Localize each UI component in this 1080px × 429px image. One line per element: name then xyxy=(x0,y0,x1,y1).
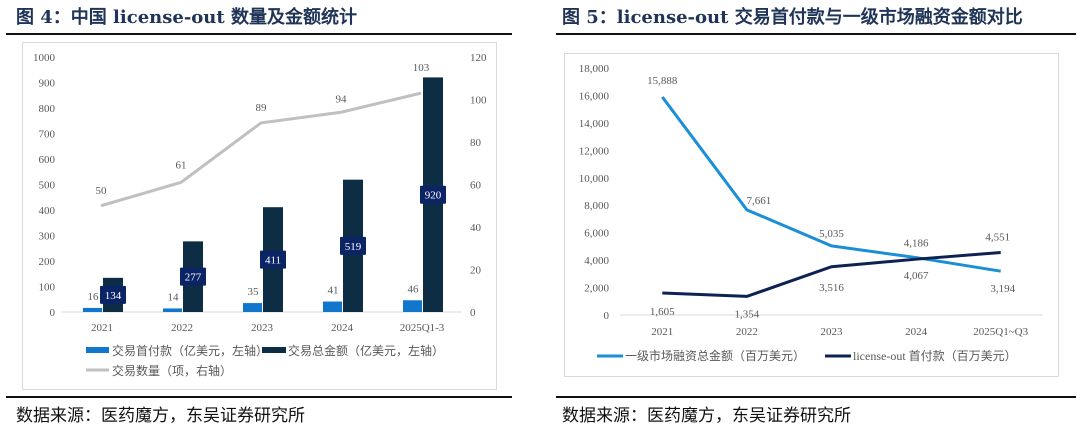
data-label-upfront: 35 xyxy=(248,286,260,298)
x-tick-label: 2024 xyxy=(331,322,354,334)
y-tick-label: 800 xyxy=(39,103,56,115)
data-label-financing: 3,194 xyxy=(990,283,1015,295)
chart-frame-right xyxy=(564,53,1059,377)
y-tick-label: 0 xyxy=(50,307,56,319)
x-tick-label: 2021 xyxy=(651,326,673,338)
source-note-right: 数据来源：医药魔方，东吴证券研究所 xyxy=(562,406,851,426)
y-tick-label: 600 xyxy=(39,154,56,166)
legend-label-financing: 一级市场融资总金额（百万美元） xyxy=(625,348,805,363)
bar-upfront xyxy=(323,301,342,312)
bar-upfront xyxy=(243,303,262,312)
data-label-upfront: 14 xyxy=(168,291,180,303)
data-label-total: 920 xyxy=(425,190,442,202)
data-label-upfront: 46 xyxy=(408,283,420,295)
y-tick-label: 700 xyxy=(39,129,56,141)
x-tick-label: 2025Q1-3 xyxy=(400,322,445,334)
data-label-financing: 7,661 xyxy=(747,195,772,207)
data-label-upfront: 1,354 xyxy=(735,308,760,320)
data-label-upfront: 4,067 xyxy=(904,270,929,282)
data-label-box-total xyxy=(420,185,446,204)
data-label-upfront: 3,516 xyxy=(819,282,844,294)
y-tick-label: 12,000 xyxy=(579,145,610,157)
y-tick-label: 500 xyxy=(39,180,56,192)
data-label-upfront: 16 xyxy=(88,291,100,303)
line-primary-market-financing xyxy=(661,96,1001,273)
y-tick-label: 0 xyxy=(604,310,610,322)
y-tick-label: 200 xyxy=(39,256,56,268)
data-label-upfront: 1,605 xyxy=(650,306,675,318)
y2-tick-label: 60 xyxy=(470,180,482,192)
data-label-box-total xyxy=(340,236,366,255)
data-label-box-total xyxy=(260,250,286,269)
y2-tick-label: 40 xyxy=(470,222,482,234)
data-label-total: 277 xyxy=(185,272,202,284)
bar-upfront xyxy=(83,307,102,312)
figure-4-title: 图 4：中国 license-out 数量及金额统计 xyxy=(16,7,357,28)
data-label-count: 89 xyxy=(256,102,268,114)
y-tick-label: 8,000 xyxy=(584,200,609,212)
x-tick-label: 2023 xyxy=(251,322,274,334)
legend-label-upfront: license-out 首付款（百万美元） xyxy=(853,349,1017,363)
x-tick-label: 2023 xyxy=(821,326,844,338)
y-tick-label: 14,000 xyxy=(579,118,610,130)
figure-5-title: 图 5：license-out 交易首付款与一级市场融资金额对比 xyxy=(562,7,1023,28)
data-label-box-total xyxy=(180,267,206,286)
data-label-upfront: 4,551 xyxy=(985,232,1010,244)
y-tick-label: 1000 xyxy=(33,52,56,64)
data-label-box-total xyxy=(100,285,126,304)
chart-frame-left xyxy=(22,42,497,390)
y2-tick-label: 80 xyxy=(470,137,482,149)
y-tick-label: 4,000 xyxy=(584,255,609,267)
y-tick-label: 300 xyxy=(39,231,56,243)
data-label-total: 519 xyxy=(345,241,362,253)
bar-upfront xyxy=(403,300,422,312)
footer-divider-right xyxy=(556,396,1076,398)
legend-label-total: 交易总金额（亿美元，左轴） xyxy=(288,343,444,358)
y-tick-label: 18,000 xyxy=(579,63,610,75)
y-tick-label: 16,000 xyxy=(579,90,610,102)
y2-tick-label: 100 xyxy=(470,95,487,107)
y-tick-label: 400 xyxy=(39,205,56,217)
data-label-financing: 15,888 xyxy=(647,75,678,87)
x-tick-label: 2022 xyxy=(736,326,758,338)
y-tick-label: 900 xyxy=(39,78,56,90)
source-note-left: 数据来源：医药魔方，东吴证券研究所 xyxy=(16,406,305,426)
data-label-count: 50 xyxy=(96,185,108,197)
line-deal-count xyxy=(100,91,422,208)
y2-tick-label: 0 xyxy=(470,307,476,319)
legend-label-upfront: 交易首付款（亿美元，左轴） xyxy=(112,343,268,358)
x-tick-label: 2025Q1~Q3 xyxy=(973,326,1028,338)
y2-tick-label: 120 xyxy=(470,52,487,64)
data-label-financing: 5,035 xyxy=(819,228,844,240)
title-divider-left xyxy=(6,33,512,35)
footer-divider-left xyxy=(6,396,512,398)
x-tick-label: 2022 xyxy=(171,322,193,334)
bar-upfront xyxy=(163,308,182,312)
data-label-count: 61 xyxy=(176,159,187,171)
y2-tick-label: 20 xyxy=(470,265,482,277)
y-tick-label: 100 xyxy=(39,282,56,294)
legend-swatch-total xyxy=(262,347,286,353)
data-label-financing: 4,186 xyxy=(904,238,929,250)
legend-label-count: 交易数量（项，右轴） xyxy=(112,363,232,378)
y-tick-label: 10,000 xyxy=(579,173,610,185)
line-license-out-upfront xyxy=(662,251,1001,298)
data-label-count: 94 xyxy=(336,93,348,105)
data-label-upfront: 41 xyxy=(328,285,339,297)
data-label-total: 411 xyxy=(265,255,281,267)
legend-swatch-upfront xyxy=(86,347,109,353)
x-tick-label: 2021 xyxy=(91,322,113,334)
data-label-count: 103 xyxy=(413,62,430,74)
data-label-total: 134 xyxy=(105,290,122,302)
x-tick-label: 2024 xyxy=(905,326,928,338)
y-tick-label: 6,000 xyxy=(584,228,609,240)
y-tick-label: 2,000 xyxy=(584,283,609,295)
title-divider-right xyxy=(556,33,1076,35)
